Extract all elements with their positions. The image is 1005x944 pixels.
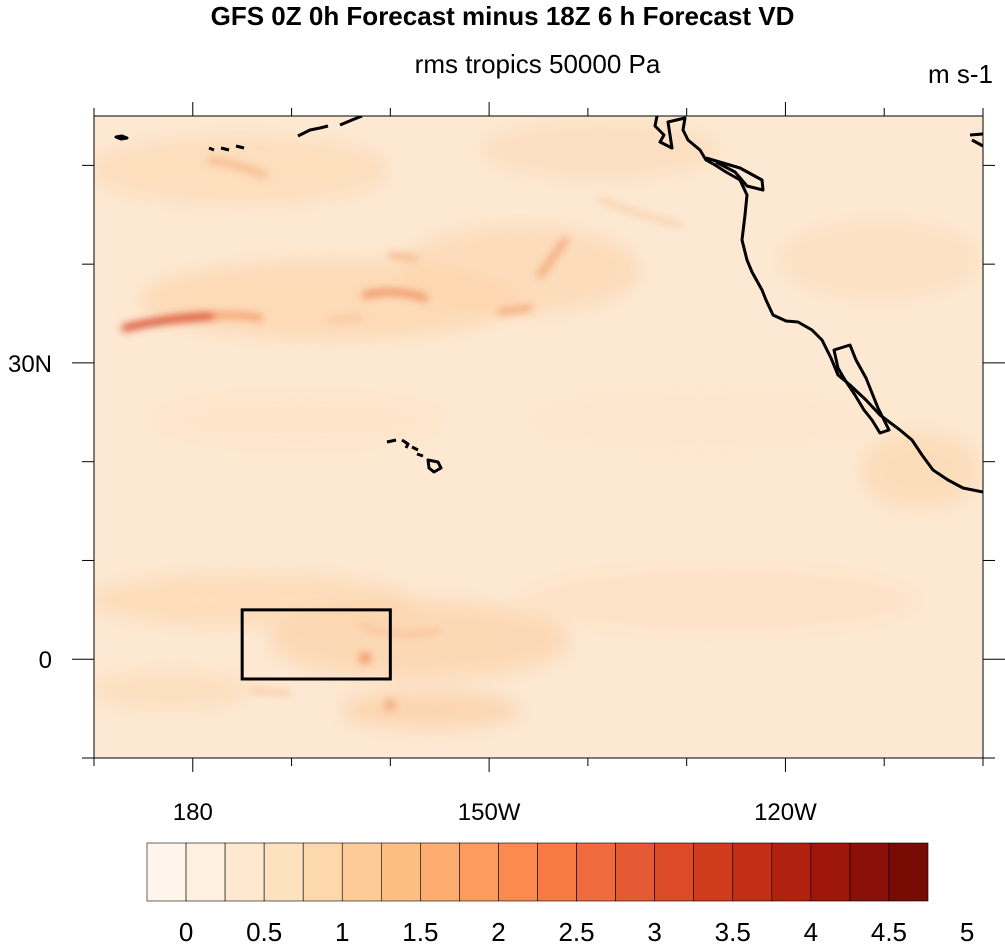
colorbar-label: 0 <box>179 917 193 944</box>
hawaiian-islands <box>386 438 443 474</box>
coastlines <box>114 116 983 494</box>
region-box <box>240 608 392 681</box>
colorbar-labels: 0 0.5 1 1.5 2 2.5 3 3.5 4 4.5 5 <box>179 917 974 944</box>
colorbar-label: 1.5 <box>402 917 438 944</box>
alaska-panhandle-corner <box>969 132 983 148</box>
colorbar-label: 3.5 <box>715 917 751 944</box>
colorbar-swatch <box>576 842 616 902</box>
colorbar-swatch <box>224 842 265 902</box>
colorbar-swatch <box>263 842 304 902</box>
colorbar-swatch <box>459 842 499 902</box>
colorbar-swatch <box>654 842 695 902</box>
colorbar-label: 3 <box>647 917 661 944</box>
colorbar <box>146 842 929 902</box>
colorbar-label: 4.5 <box>871 917 907 944</box>
colorbar-swatch <box>693 842 734 902</box>
colorbar-label: 2.5 <box>558 917 594 944</box>
x-tick-label: 150W <box>458 799 521 826</box>
x-tick-label: 120W <box>754 799 817 826</box>
colorbar-swatch <box>498 842 538 902</box>
aleutian-islands-east <box>297 116 363 138</box>
units-label: m s-1 <box>928 59 993 89</box>
colorbar-label: 1 <box>335 917 349 944</box>
colorbar-swatch <box>771 842 812 902</box>
plot-title: GFS 0Z 0h Forecast minus 18Z 6 h Forecas… <box>210 1 795 31</box>
axis-ticks <box>72 102 1005 772</box>
y-tick-label: 0 <box>39 647 52 674</box>
colorbar-swatch <box>537 842 577 902</box>
baja-california <box>832 343 891 435</box>
colorbar-swatch <box>420 842 460 902</box>
colorbar-swatch <box>849 842 890 902</box>
axis-tick-labels: 180 150W 120W 0 30N <box>8 351 817 826</box>
north-america-west-coast <box>653 116 983 494</box>
colorbar-swatch <box>341 842 382 902</box>
colorbar-swatch <box>732 842 773 902</box>
x-tick-label: 180 <box>173 799 213 826</box>
colorbar-label: 2 <box>491 917 505 944</box>
puget-sound <box>705 156 765 192</box>
colorbar-swatch <box>810 842 851 902</box>
colorbar-label: 0.5 <box>246 917 282 944</box>
plot-subtitle: rms tropics 50000 Pa <box>414 49 661 79</box>
colorbar-swatch <box>380 842 421 902</box>
colorbar-swatch <box>302 842 343 902</box>
field-soft-patches <box>94 120 980 728</box>
colorbar-swatch <box>888 842 929 902</box>
map-frame <box>93 115 984 759</box>
y-tick-label: 30N <box>8 351 52 378</box>
colorbar-label: 5 <box>960 917 974 944</box>
colorbar-swatch <box>185 842 226 902</box>
aleutian-islands-west <box>114 134 245 152</box>
colorbar-swatch <box>615 842 655 902</box>
colorbar-label: 4 <box>804 917 818 944</box>
field-streaks <box>121 157 682 711</box>
colorbar-swatch <box>146 842 187 902</box>
field-layer <box>94 116 983 758</box>
